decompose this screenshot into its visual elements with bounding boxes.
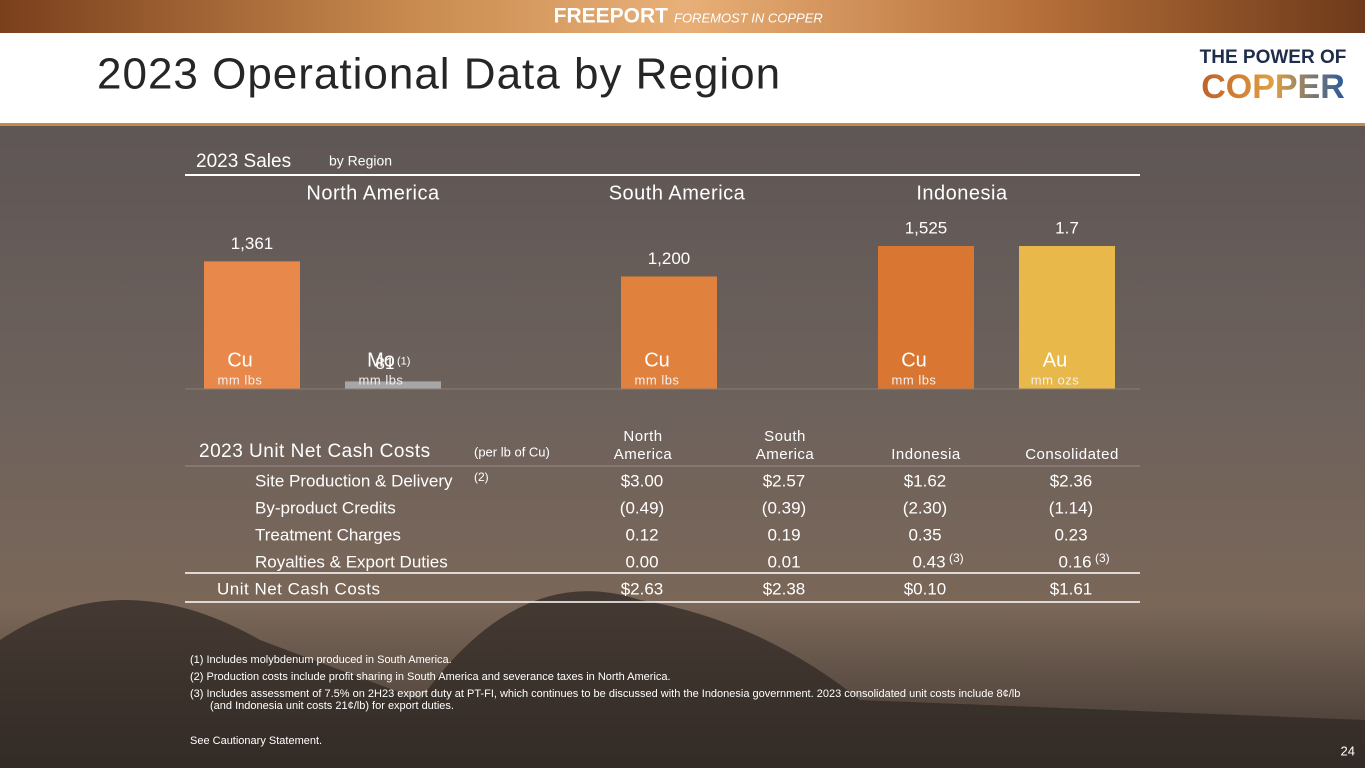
row-label: Treatment Charges [255,525,401,544]
top-band [0,0,1365,33]
cell: 0.43 [912,552,945,571]
region-label: South America [609,182,746,204]
cell: 0.23 [1054,525,1087,544]
row-ref: (2) [474,470,489,484]
slide-title: 2023 Operational Data by Region [97,50,781,99]
bar [878,246,974,389]
total-cell: $1.61 [1050,579,1093,598]
cost-table: 2023 Unit Net Cash Costs (per lb of Cu) No… [185,428,1140,603]
bar-unit: mm ozs [1031,372,1080,387]
table-note: (per lb of Cu) [474,444,550,459]
logo-word: COPPER [1201,68,1345,106]
bar-note: (1) [397,355,410,367]
total-cell: $0.10 [904,579,947,598]
chart-title: 2023 Sales [196,151,291,172]
bar [204,261,300,389]
bar-value-label: 1,200 [648,249,691,268]
bar-value-label: 1,361 [231,234,274,253]
column-header: America [756,446,815,463]
bar-value-label: 1.7 [1055,218,1079,237]
bar-metal: Cu [644,349,670,371]
table-title: 2023 Unit Net Cash Costs [199,441,431,462]
column-header: South [764,428,806,445]
cell: $3.00 [621,471,664,490]
bar [621,276,717,389]
cell: 0.35 [908,525,941,544]
cell: $1.62 [904,471,947,490]
cell: (1.14) [1049,498,1093,517]
header-rule [0,123,1365,126]
cell: 0.16 [1058,552,1091,571]
bar [1019,246,1115,389]
bar-unit: mm lbs [218,372,263,387]
cell: (0.39) [762,498,806,517]
footnote: (and Indonesia unit costs 21¢/lb) for ex… [210,700,454,712]
bar-unit: mm lbs [359,372,404,387]
bar-metal: Cu [227,349,253,371]
bar-metal: Cu [901,349,927,371]
cell: $2.57 [763,471,806,490]
cell: 0.00 [625,552,658,571]
footnote: (2) Production costs include profit shar… [190,671,671,683]
footnote: (3) Includes assessment of 7.5% on 2H23 … [190,688,1020,700]
row-label: Royalties & Export Duties [255,552,448,571]
bar-value-label: 1,525 [905,218,948,237]
landscape [0,591,1365,768]
page-number: 24 [1341,743,1355,758]
column-header: Indonesia [891,446,961,463]
column-header: North [623,428,662,445]
bar [345,381,441,389]
header-band [0,33,1365,123]
total-label: Unit Net Cash Costs [217,579,381,598]
brand: FREEPORT [554,5,669,28]
region-label: Indonesia [916,182,1008,204]
total-cell: $2.63 [621,579,664,598]
logo-line: THE POWER OF [1200,47,1347,68]
total-cell: $2.38 [763,579,806,598]
cell: 0.12 [625,525,658,544]
row-label: By-product Credits [255,498,396,517]
cell: $2.36 [1050,471,1093,490]
tagline: FOREMOST IN COPPER [674,10,823,25]
cell: (0.49) [620,498,664,517]
bar-metal: Mo [367,349,395,371]
cell: 0.01 [767,552,800,571]
cell: 0.19 [767,525,800,544]
bar-value-label: 81 [376,354,395,373]
region-label: North America [306,182,440,204]
footnotes: (1) Includes molybdenum produced in Sout… [190,654,1355,759]
chart-subtitle: by Region [329,153,392,169]
column-header: America [614,446,673,463]
cell-ref: (3) [1095,551,1110,565]
column-header: Consolidated [1025,446,1119,463]
bar-unit: mm lbs [635,372,680,387]
footnote: (1) Includes molybdenum produced in Sout… [190,654,452,666]
bar-metal: Au [1043,349,1067,371]
cell: (2.30) [903,498,947,517]
row-label: Site Production & Delivery [255,471,453,490]
cell-ref: (3) [949,551,964,565]
bar-unit: mm lbs [892,372,937,387]
cautionary: See Cautionary Statement. [190,735,322,747]
